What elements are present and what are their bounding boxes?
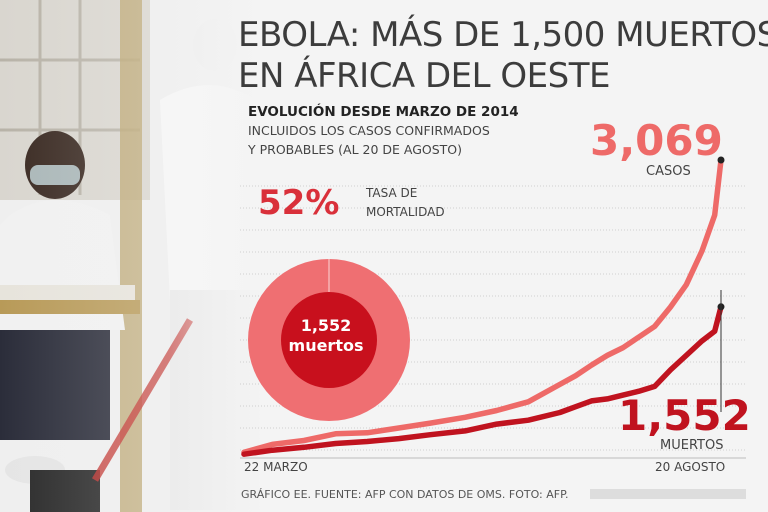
deaths-total-label: 1,552	[618, 391, 751, 440]
x-axis-start-label: 22 MARZO	[244, 460, 308, 474]
chart-subtitle-line-3: Y PROBABLES (AL 20 DE AGOSTO)	[248, 142, 463, 157]
mortality-label-line-2: MORTALIDAD	[366, 205, 445, 219]
title-line-2: EN ÁFRICA DEL OESTE	[238, 56, 611, 96]
footer-credits: GRÁFICO EE. FUENTE: AFP CON DATOS DE OMS…	[241, 488, 569, 501]
circle-deaths-label: 1,552 muertos	[278, 316, 374, 356]
cases-total-label: 3,069	[590, 116, 723, 165]
mortality-percent: 52%	[258, 183, 340, 223]
chart-subtitle-line-2: INCLUIDOS LOS CASOS CONFIRMADOS	[248, 123, 490, 138]
cases-series-line	[241, 157, 724, 456]
title-line-1: EBOLA: MÁS DE 1,500 MUERTOS	[238, 15, 768, 55]
chart-subtitle: EVOLUCIÓN DESDE MARZO DE 2014	[248, 104, 519, 120]
mortality-inner-circle	[281, 292, 377, 388]
circle-deaths-number: 1,552	[300, 316, 352, 335]
x-axis-end-label: 20 AGOSTO	[655, 460, 726, 474]
cases-series-label: CASOS	[646, 164, 691, 179]
deaths-series-line	[241, 304, 724, 457]
mortality-label-line-1: TASA DE	[366, 186, 418, 200]
cases-endpoint-marker	[717, 156, 725, 164]
series-layer	[241, 156, 725, 457]
circle-deaths-text: muertos	[288, 336, 364, 355]
deaths-series-label: MUERTOS	[660, 438, 724, 453]
footer-bar	[590, 489, 746, 499]
